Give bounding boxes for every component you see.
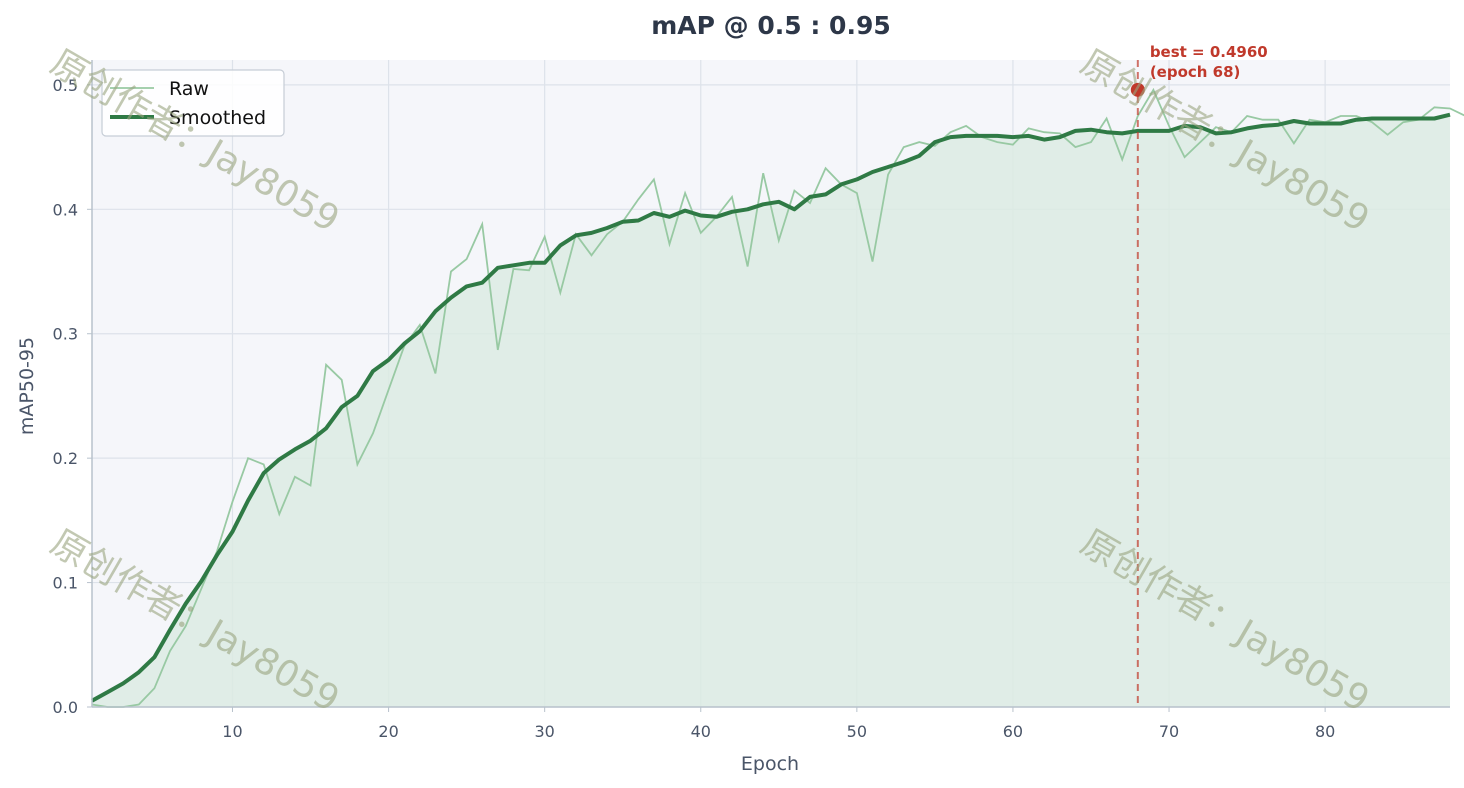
x-ticks: 10 20 30 40 50 60 70 80 (222, 707, 1335, 741)
y-tick-label: 0.4 (53, 200, 78, 219)
x-tick-label: 60 (1003, 722, 1023, 741)
legend: Raw Smoothed (101, 69, 285, 137)
y-tick-label: 0.0 (53, 698, 78, 717)
y-axis-label: mAP50-95 (16, 337, 38, 435)
smoothed-series-line (91, 112, 1451, 703)
legend-raw-label: Raw (169, 78, 209, 100)
x-tick-label: 10 (222, 722, 242, 741)
smoothed-area-fill (92, 114, 1450, 707)
y-tick-label: 0.2 (53, 449, 78, 468)
best-epoch-label: (epoch 68) (1150, 63, 1241, 81)
legend-box (101, 69, 285, 137)
x-tick-label: 40 (691, 722, 711, 741)
x-tick-label: 70 (1159, 722, 1179, 741)
x-tick-label: 50 (847, 722, 867, 741)
axes (91, 60, 1450, 708)
y-ticks: 0.0 0.1 0.2 0.3 0.4 0.5 (53, 76, 92, 717)
legend-smoothed-label: Smoothed (169, 107, 266, 129)
raw-series-line (91, 87, 1464, 708)
chart-title: mAP @ 0.5 : 0.95 (651, 11, 891, 40)
best-point-marker (1130, 82, 1145, 97)
best-value-label: best = 0.4960 (1150, 43, 1268, 61)
y-tick-label: 0.5 (53, 76, 78, 95)
y-tick-label: 0.1 (53, 574, 78, 593)
y-tick-label: 0.3 (53, 325, 78, 344)
x-axis-label: Epoch (741, 753, 799, 775)
x-tick-label: 20 (378, 722, 398, 741)
x-tick-label: 80 (1315, 722, 1335, 741)
x-tick-label: 30 (534, 722, 554, 741)
